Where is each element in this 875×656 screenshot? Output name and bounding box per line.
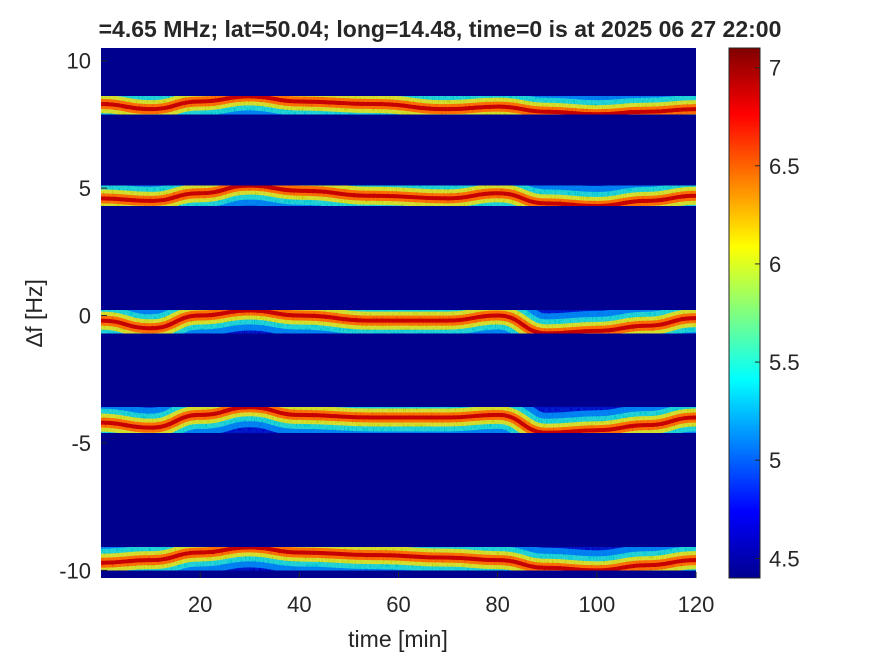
band-layer: [101, 183, 696, 208]
x-tick-label: 120: [678, 592, 715, 617]
plot-area: [101, 48, 696, 578]
band-layer: [101, 94, 696, 117]
colorbar: 7 6.5 6 5.5 5 4.5: [728, 47, 800, 579]
spectrum-band: [101, 283, 696, 361]
y-tick-label: 0: [79, 304, 91, 329]
colorbar-tick-label: 5: [769, 448, 781, 473]
y-tick-label: 10: [67, 49, 91, 74]
band-layer: [101, 545, 696, 573]
colorbar-tick-label: 6.5: [769, 154, 800, 179]
colorbar-ticks: 7 6.5 6 5.5 5 4.5: [755, 56, 800, 571]
band-layer: [101, 405, 696, 435]
band-layer: [101, 308, 696, 336]
spectrum-band: [101, 69, 696, 142]
spectrum-band: [101, 158, 696, 233]
y-tick-label: -5: [71, 431, 91, 456]
colorbar-gradient: [728, 47, 761, 579]
x-axis-label: time [min]: [348, 626, 448, 652]
colorbar-tick-label: 4.5: [769, 546, 800, 571]
x-axis: 20 40 60 80 100 120: [188, 572, 714, 617]
spectrum-band: [101, 520, 696, 578]
colorbar-tick-label: 5.5: [769, 350, 800, 375]
spectrum-band: [101, 380, 696, 460]
colorbar-tick-label: 6: [769, 252, 781, 277]
colorbar-tick-label: 7: [769, 56, 781, 81]
y-axis-label: ∆f [Hz]: [21, 279, 47, 347]
chart-title: =4.65 MHz; lat=50.04; long=14.48, time=0…: [98, 16, 782, 42]
y-tick-label: -10: [59, 558, 91, 583]
x-tick-label: 60: [386, 592, 410, 617]
x-tick-label: 100: [578, 592, 615, 617]
spectrum-bands-layer: [101, 69, 696, 578]
x-tick-label: 40: [287, 592, 311, 617]
y-axis: 10 5 0 -5 -10: [59, 49, 107, 583]
y-tick-label: 5: [79, 176, 91, 201]
x-tick-label: 80: [485, 592, 509, 617]
x-tick-label: 20: [188, 592, 212, 617]
